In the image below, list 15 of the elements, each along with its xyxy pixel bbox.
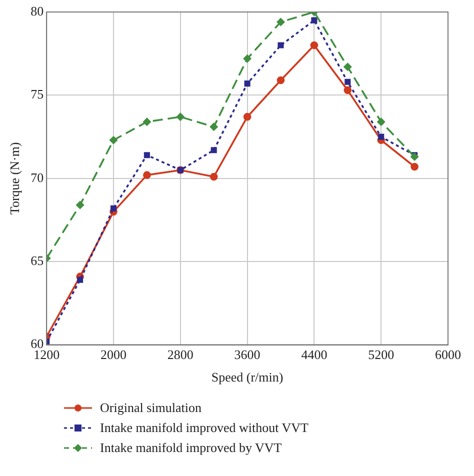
y-tick-label: 75 <box>30 86 44 102</box>
legend-label: Original simulation <box>100 400 202 416</box>
y-tick-label: 65 <box>30 253 44 268</box>
x-tick-label: 6000 <box>435 347 461 362</box>
x-tick-label: 2800 <box>167 347 194 362</box>
x-tick-label: 5200 <box>368 347 394 362</box>
x-tick-label: 3600 <box>234 347 260 362</box>
legend-label: Intake manifold improved without VVT <box>100 420 308 436</box>
x-tick-label: 4400 <box>301 347 328 362</box>
x-axis-title: Speed (r/min) <box>211 370 284 385</box>
y-tick-label: 80 <box>30 3 44 18</box>
y-tick-label: 70 <box>30 170 44 185</box>
y-axis-title: Torque (N·m) <box>7 142 22 215</box>
legend-label: Intake manifold improved by VVT <box>100 440 282 456</box>
x-tick-label: 2000 <box>100 347 126 362</box>
